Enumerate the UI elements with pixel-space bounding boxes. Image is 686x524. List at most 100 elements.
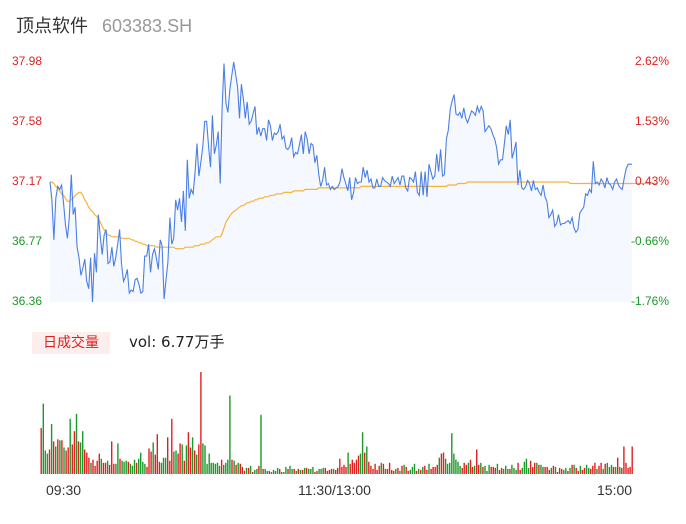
stock-code: 603383.SH <box>102 16 193 36</box>
volume-bar <box>511 464 513 474</box>
volume-bar <box>623 446 625 474</box>
volume-bar <box>378 465 380 474</box>
volume-bar <box>274 470 277 474</box>
volume-bar <box>496 463 499 474</box>
volume-bar <box>482 466 484 474</box>
volume-bar <box>73 431 76 474</box>
volume-bar <box>335 469 337 474</box>
volume-bar <box>519 469 521 474</box>
volume-bar <box>434 466 436 474</box>
volume-bar <box>442 452 445 474</box>
volume-bar <box>581 469 584 474</box>
volume-badge: 日成交量 <box>32 332 110 354</box>
volume-bar <box>507 468 509 474</box>
volume-bar <box>125 460 127 474</box>
volume-bar <box>355 459 358 474</box>
volume-bar <box>386 468 389 474</box>
volume-bar <box>77 441 80 474</box>
volume-bar <box>368 461 370 474</box>
volume-bar <box>297 468 299 474</box>
volume-bar <box>393 470 395 474</box>
volume-bar <box>536 462 538 474</box>
pct-tick-label: 1.53% <box>634 114 669 128</box>
volume-bar <box>357 455 360 474</box>
volume-bar <box>214 463 217 474</box>
volume-bar <box>459 465 461 474</box>
volume-bar <box>42 403 44 474</box>
volume-bar <box>249 465 252 474</box>
volume-bar <box>351 459 353 474</box>
volume-bar <box>272 469 275 474</box>
volume-bar <box>614 466 617 474</box>
volume-bar <box>366 446 368 474</box>
volume-bar <box>303 467 306 474</box>
volume-bar <box>444 458 447 474</box>
volume-bar <box>79 442 82 474</box>
volume-bar <box>594 462 596 474</box>
volume-bar <box>471 466 474 474</box>
volume-bar <box>573 464 575 474</box>
volume-bar <box>262 468 264 474</box>
volume-bar <box>608 466 611 474</box>
volume-bar <box>175 450 177 474</box>
volume-bar <box>92 459 94 474</box>
volume-bar <box>123 461 125 474</box>
volume-bar <box>440 453 443 474</box>
volume-bar <box>312 466 314 474</box>
volume-bar <box>173 451 175 474</box>
volume-bar <box>415 470 418 474</box>
volume-bar <box>364 452 366 474</box>
time-tick-label: 15:00 <box>597 482 633 498</box>
volume-bar <box>254 469 256 474</box>
volume-bar <box>486 470 488 474</box>
volume-bar <box>104 462 107 474</box>
volume-bar <box>391 469 393 474</box>
volume-bar <box>565 467 567 474</box>
volume-bar <box>478 464 480 474</box>
volume-bar <box>457 461 459 474</box>
volume-bar <box>612 466 615 474</box>
volume-bar <box>451 433 453 474</box>
volume-bar <box>353 462 355 474</box>
volume-bar <box>473 465 476 474</box>
volume-bar <box>625 462 627 474</box>
volume-bar <box>438 457 440 474</box>
volume-bar <box>488 464 490 474</box>
price-line <box>49 61 632 303</box>
volume-bar <box>505 465 507 474</box>
volume-bar <box>200 372 202 474</box>
volume-bar <box>592 465 594 474</box>
volume-bar <box>86 452 88 474</box>
volume-bar <box>359 453 362 474</box>
volume-bar <box>343 464 345 474</box>
volume-bar <box>100 458 102 474</box>
volume-bar <box>567 470 569 474</box>
volume-bar <box>44 450 46 474</box>
volume-bar <box>320 468 322 474</box>
volume-bar <box>341 466 343 474</box>
volume-bar <box>480 462 482 474</box>
volume-bar <box>158 461 161 474</box>
volume-bar <box>361 432 364 474</box>
volume-bar <box>146 466 148 474</box>
volume-bar <box>538 464 540 474</box>
volume-bar <box>75 413 78 474</box>
volume-bar <box>295 470 297 474</box>
volume-bar <box>461 467 463 474</box>
pct-tick-label: 2.62% <box>634 54 669 68</box>
volume-bar <box>339 458 341 474</box>
volume-bar <box>604 463 606 474</box>
volume-bar <box>540 464 542 474</box>
volume-bar <box>407 470 409 474</box>
volume-bar <box>46 453 49 474</box>
volume-bar <box>61 440 63 474</box>
stock-name: 顶点软件 <box>16 16 88 37</box>
volume-bar <box>235 464 237 474</box>
volume-bar <box>48 449 51 474</box>
volume-bar <box>208 453 210 474</box>
volume-bar <box>231 459 233 474</box>
volume-bar <box>191 437 194 474</box>
price-tick-label: 37.58 <box>12 114 43 128</box>
volume-bar <box>220 459 223 474</box>
volume-bar <box>563 469 565 474</box>
